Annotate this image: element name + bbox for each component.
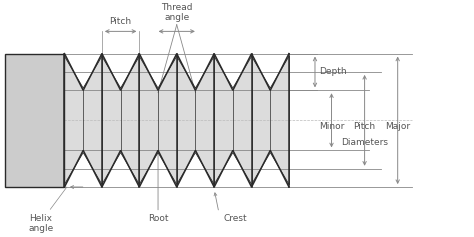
Text: Diameters: Diameters [341,138,388,147]
Text: Minor: Minor [319,123,344,132]
Text: Depth: Depth [319,68,346,77]
Text: Pitch: Pitch [109,17,132,26]
Text: Root: Root [148,214,168,223]
Polygon shape [64,54,289,187]
Text: Major: Major [385,123,410,132]
Text: Helix
angle: Helix angle [28,214,54,233]
Text: Crest: Crest [224,214,247,223]
Text: Pitch: Pitch [354,123,376,132]
FancyBboxPatch shape [5,54,64,187]
Text: Thread
angle: Thread angle [161,3,192,23]
